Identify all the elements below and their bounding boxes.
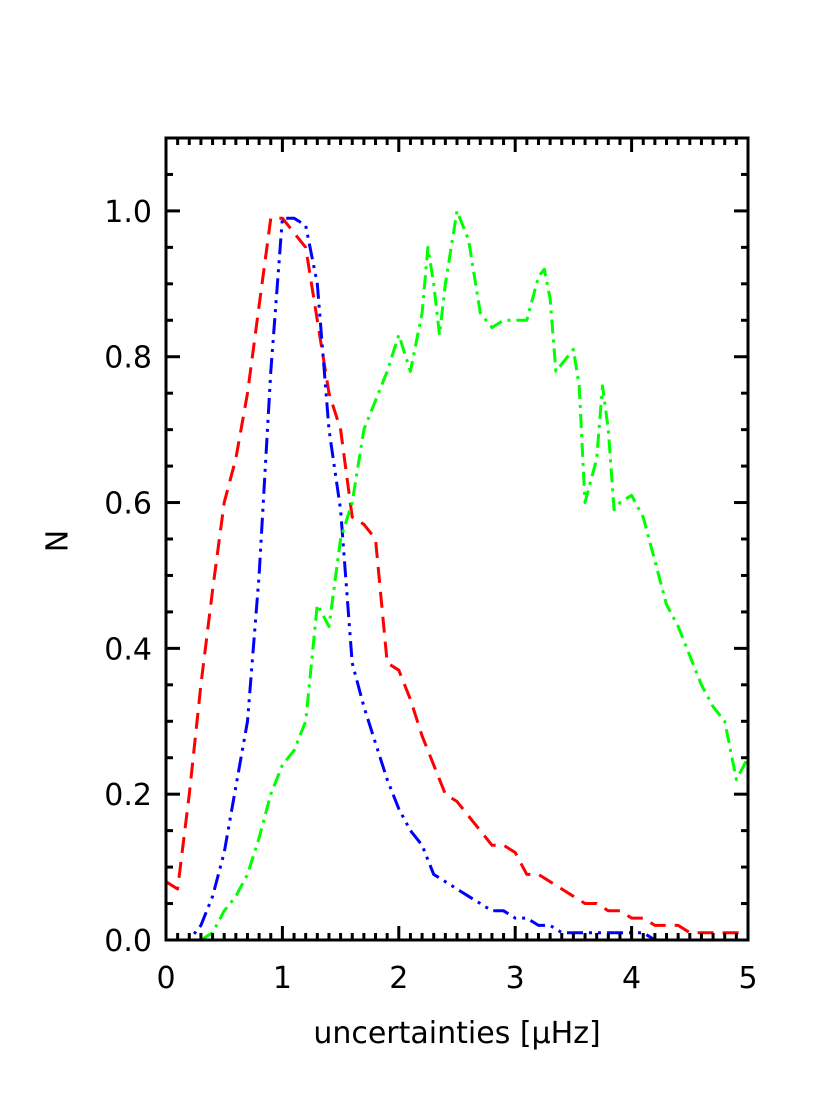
y-tick-label: 0.6 (104, 487, 152, 522)
x-axis-label: uncertainties [μHz] (313, 1016, 600, 1051)
y-tick-label: 0.4 (104, 632, 152, 667)
x-tick-label: 1 (273, 961, 292, 996)
x-tick-label: 4 (622, 961, 641, 996)
y-tick-label: 0.0 (104, 924, 152, 959)
y-tick-label: 0.2 (104, 778, 152, 813)
series-line-1 (165, 216, 748, 935)
y-tick-label: 1.0 (104, 195, 152, 230)
plot-frame (164, 136, 750, 942)
tick-labels-layer: 0 1 2 3 4 5 0.0 0.2 0.4 0.6 0.8 1.0 (104, 195, 757, 996)
series-layer (165, 209, 750, 942)
ticks-layer (164, 136, 750, 942)
y-tick-label: 0.8 (104, 341, 152, 376)
series-line-3 (200, 209, 750, 942)
x-tick-label: 5 (738, 961, 757, 996)
x-tick-label: 0 (156, 961, 175, 996)
series-line-2 (166, 216, 748, 942)
y-axis-label: N (41, 530, 76, 552)
x-tick-label: 2 (389, 961, 408, 996)
x-tick-label: 3 (506, 961, 525, 996)
